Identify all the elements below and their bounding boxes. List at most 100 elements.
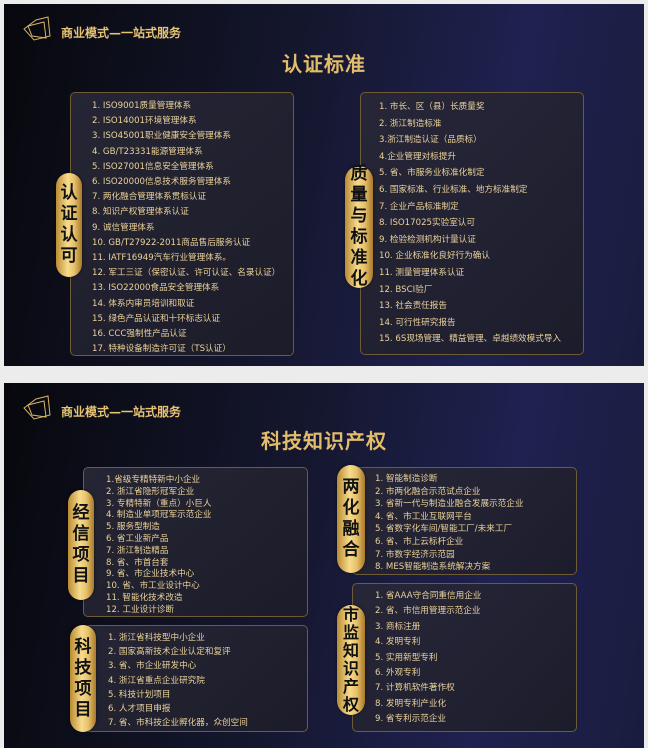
list-item: 4. 发明专利 — [375, 637, 421, 648]
list-item: 11. 测量管理体系认证 — [379, 267, 465, 278]
economic-info-list: 1.省级专精特新中小企业 2. 浙江省隐形冠军企业 3. 专精特新（重点）小巨人 4.… — [84, 468, 307, 617]
brand-title: 商业模式—一站式服务 — [61, 26, 182, 40]
label-certification: 认证认可 — [56, 173, 82, 277]
list-item: 11. IATF16949汽车行业管理体系。 — [92, 253, 232, 264]
label-two-integration: 两化融合 — [337, 465, 365, 573]
slide-tech-ip: 商业模式—一站式服务 科技知识产权 1.省级专精特新中小企业 2. 浙江省隐形冠军… — [4, 383, 644, 748]
panel-label-text: 科技项目 — [74, 636, 92, 720]
brand-title: 商业模式—一站式服务 — [61, 405, 182, 419]
panel-two-integration: 1. 智能制造诊断 2. 市两化融合示范试点企业 3. 省新一代与制造业融合发展示范… — [352, 467, 577, 575]
list-item: 3. 省、市企业研发中心 — [108, 661, 197, 672]
list-item: 14. 体系内审员培训和取证 — [92, 298, 195, 309]
list-item: 10. 企业标准化良好行为确认 — [379, 251, 490, 262]
list-item: 4. 省、市工业互联网平台 — [375, 511, 472, 522]
list-item: 8. 省、市首台套 — [106, 557, 169, 568]
list-item: 10. 省、市工业设计中心 — [106, 581, 200, 592]
list-item: 4.企业管理对标提升 — [379, 151, 456, 162]
panel-certification: 1. ISO9001质量管理体系 2. ISO14001环境管理体系 3. ISO4… — [70, 92, 294, 356]
list-item: 5. 省、市服务业标准化制定 — [379, 168, 485, 179]
list-item: 15. 绿色产品认证和十环标志认证 — [92, 313, 221, 324]
panel-economic-info-projects: 1.省级专精特新中小企业 2. 浙江省隐形冠军企业 3. 专精特新（重点）小巨人 4.… — [83, 467, 308, 617]
list-item: 6. 外观专利 — [375, 668, 421, 679]
list-item: 11. 智能化技术改造 — [106, 592, 183, 603]
list-item: 12. BSCI验厂 — [379, 284, 433, 295]
label-market-ip: 市监知识产权 — [337, 605, 365, 715]
list-item: 12. 军工三证（保密认证、许可认证、名录认证） — [92, 268, 281, 279]
list-item: 5. 实用新型专利 — [375, 652, 438, 663]
page-title: 科技知识产权 — [261, 429, 387, 453]
list-item: 6. 省工业新产品 — [106, 533, 169, 544]
page-title: 认证标准 — [282, 52, 366, 76]
list-item: 8. ISO17025实验室认可 — [379, 218, 475, 229]
two-integration-list: 1. 智能制造诊断 2. 市两化融合示范试点企业 3. 省新一代与制造业融合发展示范… — [353, 468, 576, 574]
list-item: 7. 企业产品标准制定 — [379, 201, 459, 212]
list-item: 1.省级专精特新中小企业 — [106, 475, 201, 485]
list-item: 3. 省新一代与制造业融合发展示范企业 — [375, 499, 524, 510]
list-item: 4. 制造业单项冠军示范企业 — [106, 510, 212, 521]
list-item: 6. 省、市上云标杆企业 — [375, 536, 464, 547]
panel-quality-standardization: 1. 市长、区（县）长质量奖 2. 浙江制造标准 3.浙江制造认证（品质标） 4.企业… — [360, 92, 584, 355]
list-item: 7. 浙江制造精品 — [106, 545, 169, 556]
list-item: 7. 两化融合管理体系贯标认证 — [92, 192, 207, 203]
list-item: 7. 计算机软件著作权 — [375, 683, 455, 694]
list-item: 3. ISO45001职业健康安全管理体系 — [92, 131, 231, 142]
list-item: 2. 市两化融合示范试点企业 — [375, 486, 481, 497]
panel-label-text: 两化融合 — [342, 477, 360, 560]
slide-certification-standards: 商业模式—一站式服务 认证标准 1. ISO9001质量管理体系 2. ISO14… — [4, 4, 644, 366]
list-item: 1. ISO9001质量管理体系 — [92, 101, 192, 111]
list-item: 3.浙江制造认证（品质标） — [379, 135, 482, 146]
panel-label-text: 质量与标准化 — [350, 164, 368, 289]
panel-label-text: 认证认可 — [60, 183, 78, 266]
label-economic-info-projects: 经信项目 — [68, 490, 94, 600]
list-item: 5. 服务型制造 — [106, 522, 160, 533]
list-item: 1. 浙江省科技型中小企业 — [108, 633, 205, 643]
list-item: 17. 特种设备制造许可证（TS认证） — [92, 344, 231, 355]
list-item: 8. MES智能制造系统解决方案 — [375, 562, 491, 573]
panel-market-ip: 1. 省AAA守合同重信用企业 2. 省、市信用管理示范企业 3. 商标注册 4. 发… — [352, 583, 577, 732]
list-item: 5. ISO27001信息安全管理体系 — [92, 161, 214, 172]
list-item: 1. 市长、区（县）长质量奖 — [379, 102, 485, 112]
market-ip-list: 1. 省AAA守合同重信用企业 2. 省、市信用管理示范企业 3. 商标注册 4. 发… — [353, 584, 576, 728]
list-item: 15. 6S现场管理、精益管理、卓越绩效模式导入 — [379, 334, 562, 345]
quality-list: 1. 市长、区（县）长质量奖 2. 浙江制造标准 3.浙江制造认证（品质标） 4.企业… — [361, 93, 583, 348]
list-item: 2. 国家高新技术企业认定和复评 — [108, 647, 231, 658]
panel-label-text: 经信项目 — [72, 503, 90, 586]
list-item: 9. 省、市企业技术中心 — [106, 569, 195, 580]
list-item: 9. 省专利示范企业 — [375, 714, 447, 725]
list-item: 4. 浙江省重点企业研究院 — [108, 675, 205, 686]
list-item: 6. ISO20000信息技术服务管理体系 — [92, 177, 231, 188]
list-item: 5. 科技计划项目 — [108, 689, 171, 700]
logo-icon — [23, 16, 51, 41]
list-item: 3. 专精特新（重点）小巨人 — [106, 498, 212, 509]
panel-label-text: 市监知识产权 — [343, 605, 360, 714]
list-item: 12. 工业设计诊断 — [106, 604, 174, 615]
label-tech-projects: 科技项目 — [70, 625, 96, 732]
label-quality-standardization: 质量与标准化 — [345, 164, 373, 289]
panel-tech-projects: 1. 浙江省科技型中小企业 2. 国家高新技术企业认定和复评 3. 省、市企业研发中… — [85, 625, 308, 732]
list-item: 6. 人才项目申报 — [108, 704, 171, 715]
list-item: 3. 商标注册 — [375, 621, 421, 632]
certification-list: 1. ISO9001质量管理体系 2. ISO14001环境管理体系 3. ISO4… — [71, 93, 293, 357]
list-item: 8. 发明专利产业化 — [375, 698, 447, 709]
list-item: 9. 检验检测机构计量认证 — [379, 234, 476, 245]
list-item: 2. ISO14001环境管理体系 — [92, 116, 197, 127]
list-item: 7. 省、市科技企业孵化器，众创空间 — [108, 718, 248, 729]
list-item: 2. 浙江制造标准 — [379, 118, 442, 129]
list-item: 4. GB/T23331能源管理体系 — [92, 146, 203, 157]
list-item: 1. 智能制造诊断 — [375, 474, 438, 484]
list-item: 8. 知识产权管理体系认证 — [92, 207, 189, 218]
list-item: 14. 可行性研究报告 — [379, 317, 456, 328]
list-item: 2. 浙江省隐形冠军企业 — [106, 486, 195, 497]
logo-icon — [23, 395, 51, 420]
list-item: 7. 市数字经济示范园 — [375, 549, 455, 560]
list-item: 9. 诚信管理体系 — [92, 222, 155, 233]
list-item: 10. GB/T27922-2011商品售后服务认证 — [92, 237, 251, 248]
list-item: 6. 国家标准、行业标准、地方标准制定 — [379, 184, 528, 195]
list-item: 13. ISO22000食品安全管理体系 — [92, 283, 220, 294]
list-item: 2. 省、市信用管理示范企业 — [375, 606, 481, 617]
list-item: 1. 省AAA守合同重信用企业 — [375, 591, 482, 601]
tech-projects-list: 1. 浙江省科技型中小企业 2. 国家高新技术企业认定和复评 3. 省、市企业研发中… — [86, 626, 307, 730]
list-item: 16. CCC强制性产品认证 — [92, 329, 187, 340]
list-item: 5. 省数字化车间/智能工厂/未来工厂 — [375, 524, 513, 535]
list-item: 13. 社会责任报告 — [379, 301, 447, 312]
